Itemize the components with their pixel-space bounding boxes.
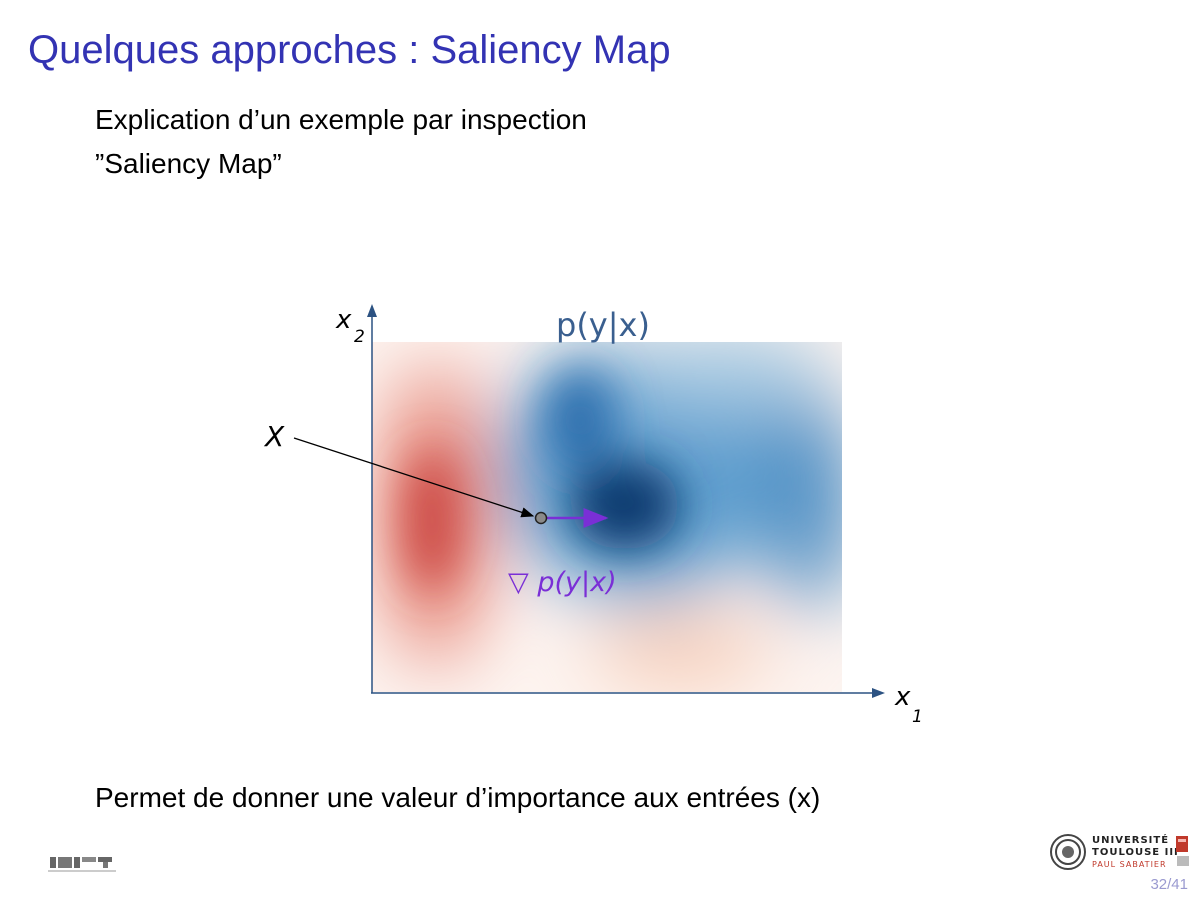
x-axis-subscript: 1 — [912, 707, 923, 727]
data-point — [534, 511, 548, 525]
x-axis-label: x — [894, 682, 911, 712]
probability-heatmap — [372, 342, 842, 692]
svg-text:PAUL SABATIER: PAUL SABATIER — [1092, 860, 1167, 869]
y-axis-label: x — [335, 305, 352, 335]
map-title: p(y|x) — [556, 306, 650, 344]
y-axis-subscript: 2 — [354, 327, 365, 347]
point-label: X — [263, 420, 285, 453]
university-toulouse-logo: UNIVERSITÉ TOULOUSE III PAUL SABATIER — [1050, 833, 1189, 870]
irit-logo — [48, 856, 116, 872]
slide-title: Quelques approches : Saliency Map — [28, 28, 671, 72]
x-axis-arrowhead — [872, 688, 885, 698]
caption: Permet de donner une valeur d’importance… — [95, 782, 821, 813]
svg-text:UNIVERSITÉ: UNIVERSITÉ — [1092, 833, 1169, 846]
subtitle-line-1: Explication d’un exemple par inspection — [95, 104, 587, 135]
pointer-arrow — [293, 437, 535, 518]
gradient-label: ▽ p(y|x) — [508, 567, 617, 598]
subtitle-line-2: ”Saliency Map” — [95, 148, 282, 179]
page-number: 32/41 — [1150, 876, 1188, 893]
y-axis-arrowhead — [367, 304, 377, 317]
svg-text:TOULOUSE III: TOULOUSE III — [1092, 847, 1179, 858]
